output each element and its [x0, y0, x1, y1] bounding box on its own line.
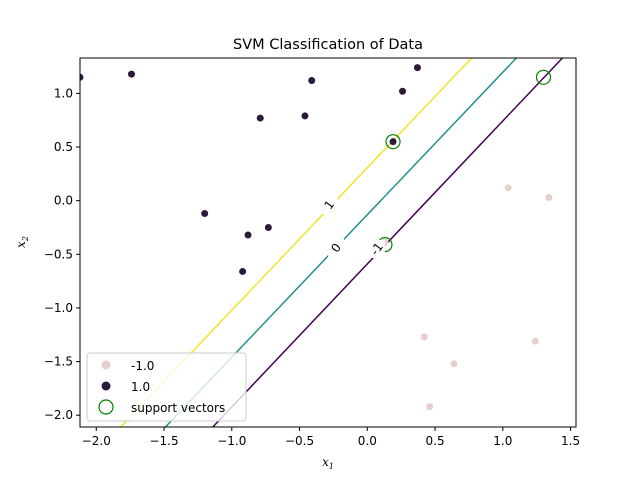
legend-label-neg: -1.0 — [131, 359, 154, 373]
y-tick-label: −0.5 — [44, 247, 73, 261]
point-class-pos — [389, 138, 397, 146]
x-tick-label: −1.0 — [217, 434, 246, 448]
y-tick-label: −2.0 — [44, 408, 73, 422]
data-points — [80, 64, 553, 411]
point-class-pos — [127, 70, 135, 78]
point-class-pos — [244, 231, 252, 239]
y-tick-label: 0.0 — [54, 194, 73, 208]
x-tick-label: −1.5 — [149, 434, 178, 448]
point-class-neg — [504, 184, 512, 192]
legend-marker-neg — [101, 360, 111, 370]
y-axis-ticks: −2.0 −1.5 −1.0 −0.5 0.0 0.5 1.0 — [44, 86, 80, 422]
legend-box — [86, 352, 247, 422]
legend-marker-pos — [101, 381, 111, 391]
y-tick-label: −1.5 — [44, 355, 73, 369]
point-class-pos — [80, 73, 84, 81]
point-class-neg — [420, 333, 428, 341]
support-vector — [535, 69, 552, 85]
x-axis-ticks: −2.0 −1.5 −1.0 −0.5 0.0 0.5 1.0 1.5 — [82, 427, 580, 448]
contour-label-bg — [321, 195, 338, 214]
point-class-pos — [413, 64, 421, 72]
y-tick-label: 0.5 — [54, 140, 73, 154]
point-class-pos — [301, 112, 309, 120]
point-class-pos — [256, 114, 264, 122]
point-class-neg — [426, 403, 434, 411]
x-tick-label: −0.5 — [285, 434, 314, 448]
point-class-pos — [308, 77, 316, 85]
x-tick-label: 1.0 — [493, 434, 512, 448]
y-tick-label: 1.0 — [54, 86, 73, 100]
x-tick-label: 0.0 — [358, 434, 377, 448]
chart-title: SVM Classification of Data — [233, 37, 423, 53]
point-class-pos — [239, 267, 247, 275]
x-tick-label: 0.5 — [426, 434, 445, 448]
x-axis-label: x1 — [322, 455, 334, 471]
point-class-neg — [450, 360, 458, 368]
point-class-pos — [201, 210, 209, 218]
x-tick-label: 1.5 — [561, 434, 580, 448]
x-tick-label: −2.0 — [82, 434, 111, 448]
y-tick-label: −1.0 — [44, 301, 73, 315]
legend-marker-sv — [98, 399, 114, 415]
point-class-pos — [264, 223, 272, 231]
point-class-pos — [399, 87, 407, 95]
contour-labels: 10 -1 — [321, 195, 386, 258]
plot-frame — [79, 57, 577, 428]
y-axis-label: x2 — [14, 236, 30, 248]
contour-label-bg — [328, 238, 345, 257]
support-vector — [385, 134, 401, 150]
point-class-neg — [531, 337, 539, 345]
legend-label-sv: support vectors — [131, 401, 225, 415]
point-class-neg — [545, 193, 553, 201]
legend: -1.0 1.0 support vectors — [86, 352, 247, 422]
legend-label-pos: 1.0 — [131, 380, 150, 394]
contour-label-bg — [368, 239, 385, 258]
